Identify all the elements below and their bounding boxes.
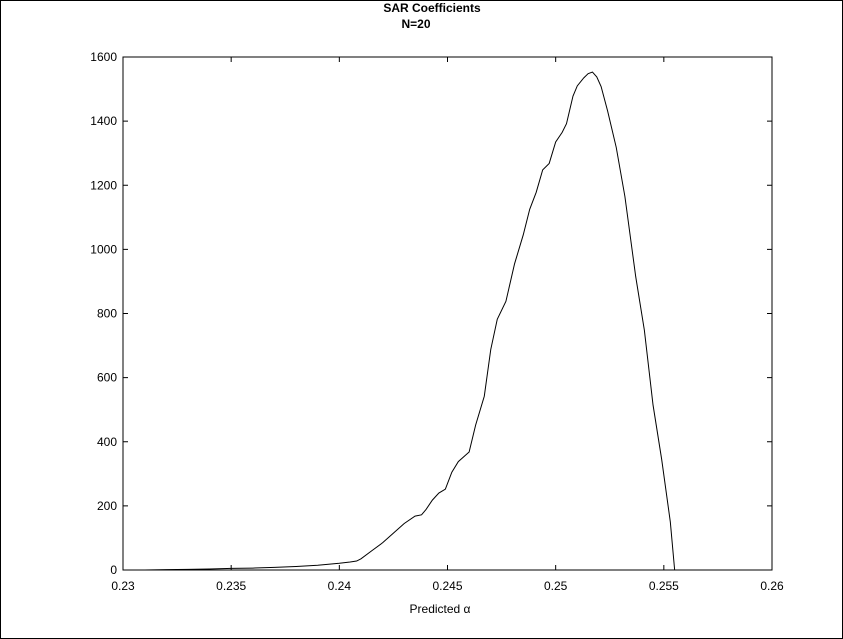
- y-tick-label: 1000: [90, 242, 117, 256]
- x-tick-label: 0.235: [216, 579, 246, 593]
- chart-subtitle: N=20: [401, 17, 430, 31]
- x-axis-label: Predicted α: [410, 602, 471, 616]
- y-tick-label: 1600: [90, 50, 117, 64]
- x-axis-ticks: 0.23 0.235 0.24 0.245 0.25 0.255 0.26: [111, 57, 784, 593]
- series-line: [144, 71, 676, 571]
- y-tick-label: 1200: [90, 178, 117, 192]
- y-tick-label: 200: [97, 499, 117, 513]
- y-axis-ticks: 0 200 400 600 800 1000 1200 1400 1600: [90, 50, 772, 577]
- y-tick-label: 400: [97, 435, 117, 449]
- y-tick-label: 0: [110, 563, 117, 577]
- x-tick-label: 0.25: [544, 579, 568, 593]
- series-layer: [144, 71, 676, 571]
- x-tick-label: 0.24: [328, 579, 352, 593]
- plot-area: [122, 56, 773, 571]
- x-tick-label: 0.245: [432, 579, 462, 593]
- chart-title: SAR Coefficients: [383, 1, 481, 15]
- x-tick-label: 0.26: [760, 579, 784, 593]
- x-tick-label: 0.23: [111, 579, 135, 593]
- y-tick-label: 1400: [90, 114, 117, 128]
- y-tick-label: 800: [97, 307, 117, 321]
- y-tick-label: 600: [97, 371, 117, 385]
- x-tick-label: 0.255: [649, 579, 679, 593]
